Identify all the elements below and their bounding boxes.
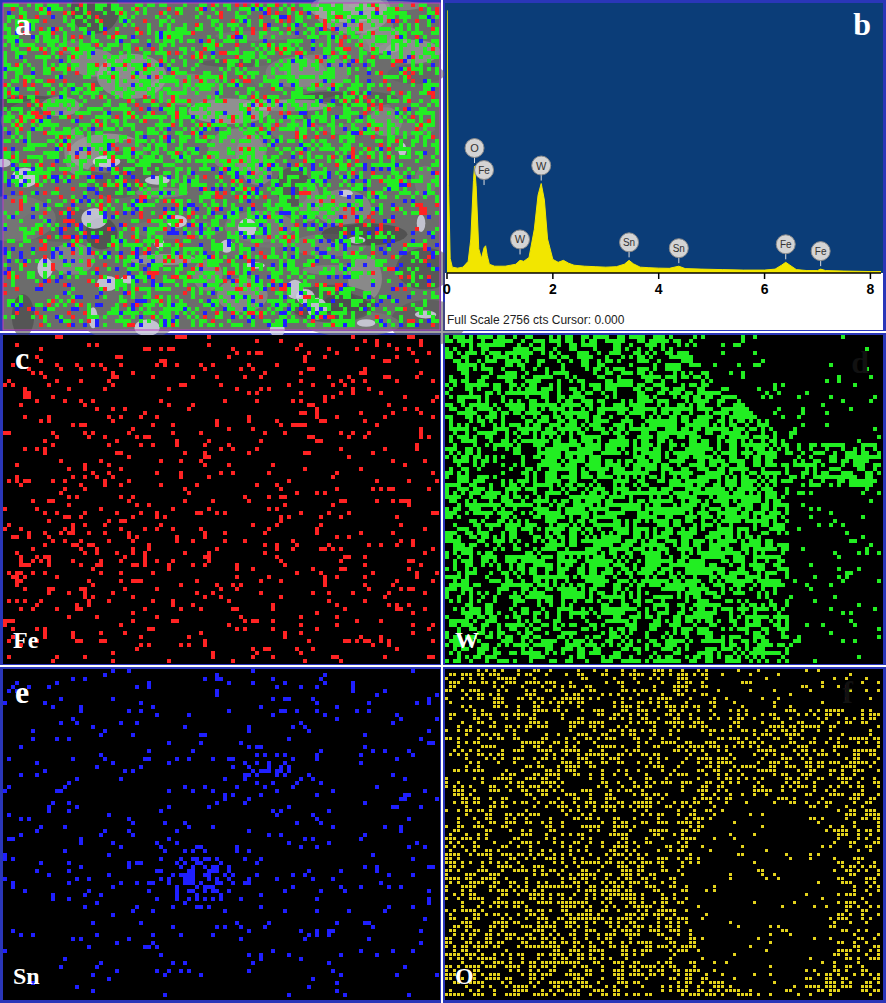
spectrum-background <box>445 3 883 330</box>
peak-annotation: Fe <box>811 242 830 266</box>
annotation-label: W <box>515 233 526 245</box>
peak-annotation: Sn <box>620 233 639 258</box>
annotation-badge <box>620 233 639 252</box>
annotation-label: W <box>536 160 547 172</box>
annotation-label: O <box>470 142 479 154</box>
map-background <box>445 335 883 664</box>
map-background <box>3 669 440 1000</box>
panel-label: d <box>851 344 869 380</box>
panel-label: e <box>15 674 29 710</box>
x-tick-label: 8 <box>867 281 875 297</box>
spectrum-caption: Full Scale 2756 cts Cursor: 0.000 <box>447 313 625 327</box>
x-axis-line <box>447 272 881 274</box>
overlay-dots <box>3 7 439 327</box>
overlay-dots <box>3 3 439 327</box>
map-background <box>3 335 440 664</box>
plot-area <box>445 3 883 273</box>
panel-separator <box>441 0 443 1003</box>
sem-particle <box>0 159 11 167</box>
element-map: W <box>445 335 883 664</box>
x-tick-label: 0 <box>443 281 451 297</box>
peak-annotation: Sn <box>669 239 688 263</box>
x-tick-label: 4 <box>655 281 663 297</box>
annotation-label: Fe <box>815 246 827 257</box>
spectrum-panel: 02468Full Scale 2756 cts Cursor: 0.000OF… <box>443 3 883 330</box>
x-tick <box>658 273 660 279</box>
element-map-dots <box>445 335 881 663</box>
element-map: Sn <box>3 669 440 1000</box>
annotation-label: Fe <box>780 239 792 250</box>
figure: Fe W Sn O 0 2 4 6 8 Full Scale 2756 cts Cursor: 0… <box>0 0 886 1003</box>
panel-separator <box>0 665 886 667</box>
sem-background <box>3 3 440 330</box>
annotation-badge <box>811 242 830 261</box>
element-map: Fe <box>3 335 440 664</box>
annotation-badge <box>776 235 795 254</box>
map-background <box>445 669 883 1000</box>
element-label: Sn <box>13 963 40 989</box>
x-tick-label: 2 <box>549 281 557 297</box>
element-map: O <box>445 669 883 1000</box>
x-tick <box>552 273 554 279</box>
x-tick <box>870 273 872 279</box>
peak-annotation: W <box>532 156 551 181</box>
panel-label: f <box>842 674 853 710</box>
element-label: O <box>455 963 474 989</box>
annotation-label: Fe <box>478 165 490 176</box>
peak-annotation: W <box>511 230 530 255</box>
element-map-dots <box>3 335 439 663</box>
panel-label: a <box>15 6 31 42</box>
annotation-label: Sn <box>623 237 635 248</box>
element-map-dots <box>3 669 439 997</box>
peak-annotation: Fe <box>776 235 795 260</box>
sem-overlay-panel <box>0 0 466 346</box>
annotation-label: Sn <box>673 243 685 254</box>
panel-label: b <box>853 6 871 42</box>
element-label: Fe <box>13 627 39 653</box>
element-map-dots <box>445 669 880 996</box>
figure-frame <box>0 0 886 1003</box>
x-tick <box>764 273 766 279</box>
annotation-badge <box>669 239 688 258</box>
spectrum-data <box>447 10 881 273</box>
overlay-dots <box>3 3 439 327</box>
element-label: W <box>455 627 479 653</box>
panel-label: c <box>15 340 29 376</box>
peak-annotation: O <box>465 139 484 164</box>
annotation-badge <box>475 161 494 180</box>
annotation-badge <box>465 139 484 158</box>
sem-particle <box>357 319 376 327</box>
x-tick-label: 6 <box>761 281 769 297</box>
sem-border <box>3 3 440 330</box>
annotation-badge <box>532 156 551 175</box>
peak-annotation: Fe <box>475 161 494 186</box>
x-tick <box>446 273 448 279</box>
annotation-badge <box>511 230 530 249</box>
spectrum-area <box>447 10 881 273</box>
